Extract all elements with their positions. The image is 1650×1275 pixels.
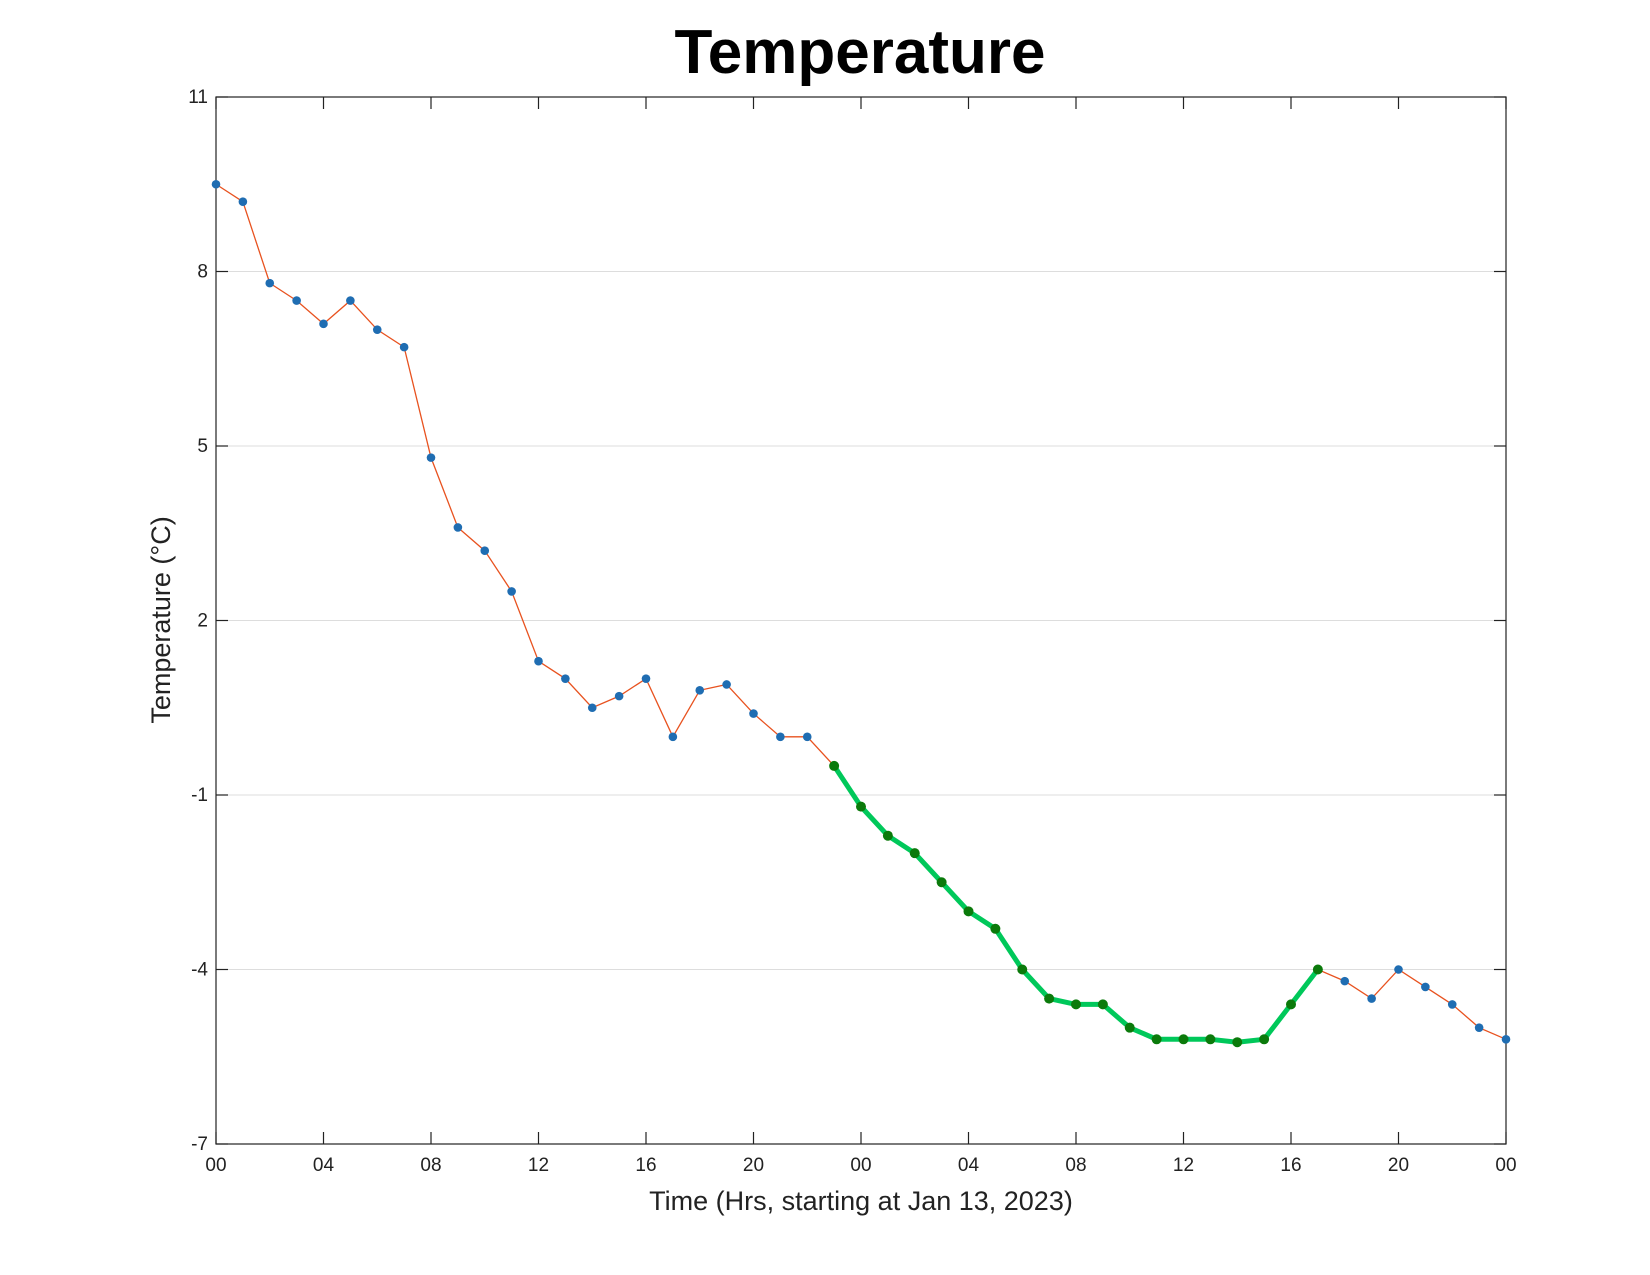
temperature-series [211, 179, 1511, 1048]
highlight-data-point [1312, 964, 1323, 975]
highlight-data-point [1097, 999, 1108, 1010]
x-tick-label: 00 [205, 1155, 226, 1176]
highlight-data-point [909, 848, 920, 859]
data-point [614, 691, 624, 701]
highlight-data-point [1232, 1037, 1243, 1048]
highlight-data-point [882, 830, 893, 841]
data-point [372, 325, 382, 334]
y-tick-label: 8 [197, 262, 208, 283]
y-tick-label: 2 [197, 611, 208, 632]
highlight-data-point [1205, 1034, 1216, 1045]
x-tick-label: 00 [850, 1155, 871, 1176]
data-point [722, 680, 731, 689]
data-point [1501, 1035, 1511, 1044]
x-tick-label: 20 [1388, 1155, 1409, 1176]
data-point [507, 587, 516, 596]
data-point [211, 179, 221, 189]
highlight-data-point [1151, 1034, 1162, 1045]
data-point [561, 674, 570, 683]
y-tick-label: -4 [191, 960, 208, 981]
y-axis-label: Temperature (°C) [146, 516, 176, 723]
x-tick-label: 08 [420, 1155, 441, 1176]
y-tick-label: 11 [188, 87, 208, 108]
highlight-data-point [1286, 999, 1296, 1010]
data-point [238, 197, 248, 206]
data-point [1394, 965, 1403, 974]
x-tick-label: 04 [958, 1155, 980, 1176]
data-point [426, 453, 436, 462]
highlight-data-point [1044, 993, 1055, 1004]
highlight-data-point [1017, 964, 1028, 975]
x-tick-label: 00 [1495, 1155, 1516, 1176]
x-tick-label: 12 [528, 1155, 549, 1176]
highlight-data-point [990, 923, 1001, 934]
data-point [319, 319, 328, 329]
x-axis-label: Time (Hrs, starting at Jan 13, 2023) [649, 1186, 1073, 1216]
grid-lines [216, 271, 1506, 970]
axis-ticks: -7 -4 -1 2 5 8 11 00 04 08 12 16 20 00 04 08 12 16 20 00 [188, 87, 1516, 1176]
data-point [695, 686, 705, 695]
y-tick-label: -7 [191, 1134, 208, 1155]
data-point [1340, 976, 1350, 986]
x-tick-label: 16 [635, 1155, 656, 1176]
data-point [668, 732, 678, 742]
data-point [749, 709, 758, 718]
highlight-data-point [963, 906, 974, 917]
chart-title: Temperature [675, 18, 1046, 87]
temperature-line [215, 183, 1507, 1043]
highlight-data-point [856, 801, 866, 812]
y-tick-label: -1 [191, 785, 208, 806]
highlight-data-point [1124, 1022, 1135, 1033]
x-tick-label: 16 [1280, 1155, 1301, 1176]
data-point [1447, 1000, 1457, 1009]
highlight-data-point [936, 877, 947, 888]
x-tick-label: 08 [1065, 1155, 1086, 1176]
x-tick-label: 04 [313, 1155, 335, 1176]
data-point [802, 732, 812, 742]
data-point [776, 732, 785, 742]
data-point [1474, 1023, 1484, 1032]
data-point [587, 703, 597, 713]
highlight-data-point [829, 760, 840, 771]
y-tick-label: 5 [197, 436, 208, 457]
data-point [534, 656, 543, 666]
data-point [1421, 982, 1430, 992]
data-point [453, 523, 463, 532]
x-tick-label: 12 [1173, 1155, 1194, 1176]
x-tick-label: 20 [743, 1155, 764, 1176]
highlight-data-point [1178, 1034, 1189, 1045]
data-point [480, 546, 490, 555]
data-point [346, 296, 355, 305]
data-point [292, 296, 301, 305]
highlight-data-point [1071, 999, 1081, 1010]
data-point [399, 342, 409, 352]
highlight-data-point [1259, 1034, 1270, 1045]
data-point [641, 674, 651, 683]
data-point [265, 278, 275, 288]
data-point [1367, 994, 1376, 1003]
